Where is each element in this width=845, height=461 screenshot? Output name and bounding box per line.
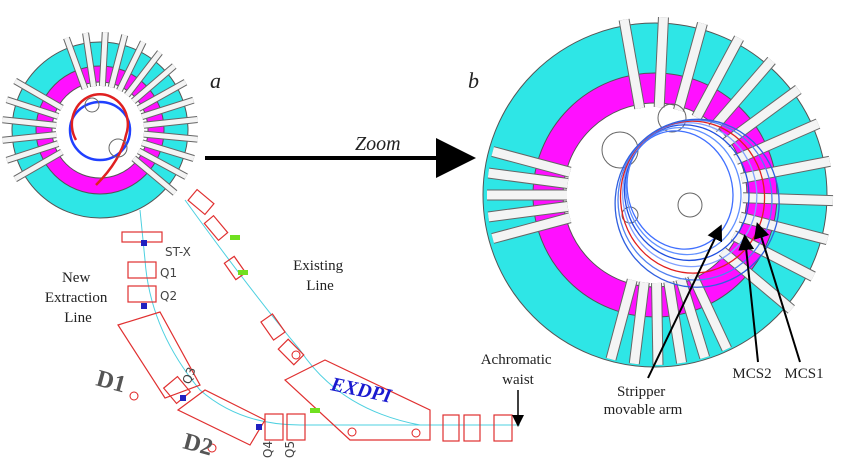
beam-lines-part xyxy=(278,339,303,364)
beam-lines-part-part xyxy=(180,395,186,401)
element-label: Q3 xyxy=(180,365,199,386)
element-label: Q5 xyxy=(283,441,297,458)
beam-lines-part xyxy=(261,314,285,340)
beam-lines-part-part xyxy=(310,408,320,413)
figure: Zoom a b xyxy=(0,0,845,461)
beam-lines-part xyxy=(188,190,214,215)
cyclotron-small xyxy=(3,32,198,218)
stripper-label-part: movable arm xyxy=(604,402,683,418)
dipole-label: EXDPI xyxy=(328,373,395,408)
new-line-label-part: Line xyxy=(64,310,92,326)
panel-label: b xyxy=(468,68,479,93)
probe-label: MCS2 xyxy=(732,366,771,382)
new-line-label-part: New xyxy=(62,270,90,286)
beam-lines-part-part xyxy=(348,428,356,436)
existing-line-label-part: Line xyxy=(306,278,334,294)
beam-lines-part-part xyxy=(141,240,147,246)
dipole-label: D2 xyxy=(180,429,215,461)
beam-lines-part-part xyxy=(141,303,147,309)
dipole-label: D1 xyxy=(93,366,128,399)
probe-label: MCS1 xyxy=(784,366,823,382)
stripper-label: Stripper movable arm xyxy=(604,384,683,418)
element-label: Q2 xyxy=(160,289,177,303)
beam-lines-part-part xyxy=(292,351,300,359)
beam-lines-part xyxy=(464,415,480,441)
cyclotron-zoom xyxy=(483,17,833,367)
achromatic-label: Achromatic waist xyxy=(481,352,556,388)
beam-lines-part xyxy=(204,216,227,241)
new-line-label-part: Extraction xyxy=(45,290,108,306)
existing-line-label-part: Existing xyxy=(293,258,344,274)
beam-lines-part-part xyxy=(238,270,248,275)
beam-lines-part xyxy=(494,415,512,441)
panel-label: a xyxy=(210,68,221,93)
achromatic-label-part: Achromatic xyxy=(481,352,552,368)
beam-lines-part-part xyxy=(130,392,138,400)
existing-line-label: Existing Line xyxy=(293,258,347,294)
page: {"panel_labels": {"a": "a", "b": "b"}, "… xyxy=(0,0,845,461)
beam-lines-part-part xyxy=(412,429,420,437)
stripper-label-part: Stripper xyxy=(617,384,665,400)
cyclotron-zoom-part-part xyxy=(657,283,658,365)
element-label: ST-X xyxy=(165,245,191,259)
zoom-label: Zoom xyxy=(355,133,401,155)
beam-lines-part xyxy=(265,414,283,440)
cyclotron-zoom-part-part xyxy=(659,17,663,107)
beam-lines-part xyxy=(128,262,156,278)
element-label: Q1 xyxy=(160,266,177,280)
beam-lines-part-part xyxy=(230,235,240,240)
element-label: Q4 xyxy=(261,441,275,458)
beam-lines-part xyxy=(287,414,305,440)
achromatic-label-part: waist xyxy=(502,372,534,388)
beam-lines-part xyxy=(443,415,459,441)
cyclotron-small-part xyxy=(52,82,148,178)
new-line-label: New Extraction Line xyxy=(45,270,111,326)
cyclotron-small-part-part xyxy=(102,32,105,86)
beam-lines-part-part xyxy=(256,424,262,430)
beam-lines xyxy=(118,190,520,452)
